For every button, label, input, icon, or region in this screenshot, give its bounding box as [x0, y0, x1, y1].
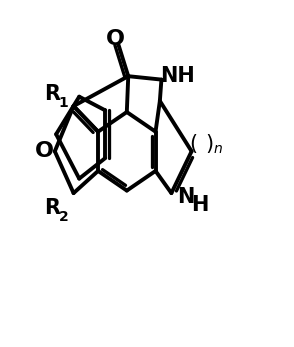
Text: N: N [177, 187, 195, 206]
Text: O: O [106, 29, 125, 49]
Text: n: n [213, 142, 222, 156]
Text: O: O [35, 141, 54, 161]
Text: H: H [192, 195, 209, 215]
Text: R: R [44, 198, 60, 219]
Text: (: ( [190, 134, 198, 154]
Text: 1: 1 [59, 96, 68, 110]
Text: 2: 2 [59, 210, 68, 224]
Text: R: R [44, 84, 60, 104]
Text: NH: NH [160, 66, 195, 86]
Text: ): ) [206, 134, 214, 154]
